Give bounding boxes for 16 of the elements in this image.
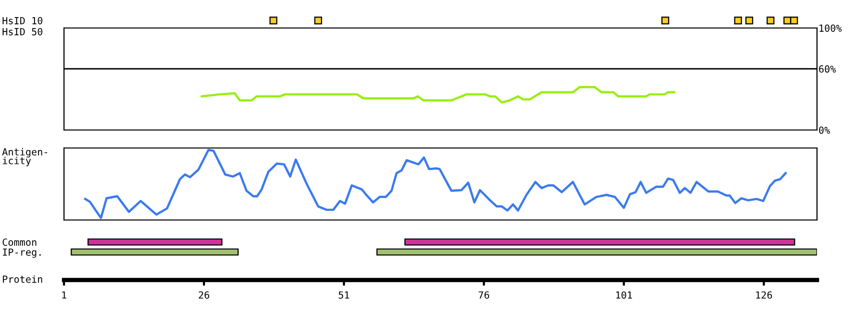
x-tick-label: 1 bbox=[62, 291, 66, 299]
line-series bbox=[200, 86, 676, 104]
y-tick-label: IP-reg. bbox=[2, 248, 41, 258]
y-tick-label: 100% bbox=[820, 24, 842, 32]
y-tick-label: HsID 50 bbox=[2, 28, 42, 36]
x-axis-title: Protein bbox=[2, 275, 42, 283]
y-tick-label: 0% bbox=[819, 126, 830, 134]
x-tick-label: 76 bbox=[478, 291, 490, 299]
x-tick-label: 51 bbox=[338, 291, 350, 299]
y-tick-label: 60% bbox=[819, 65, 836, 73]
x-tick-label: 101 bbox=[616, 291, 632, 299]
y-axis-title: Antigen- icity bbox=[2, 148, 48, 166]
x-tick-label: 126 bbox=[756, 291, 772, 299]
x-tick-label: 26 bbox=[198, 291, 210, 299]
y-tick-label: Common bbox=[2, 238, 36, 246]
y-tick-label: HsID 10 bbox=[2, 17, 42, 24]
